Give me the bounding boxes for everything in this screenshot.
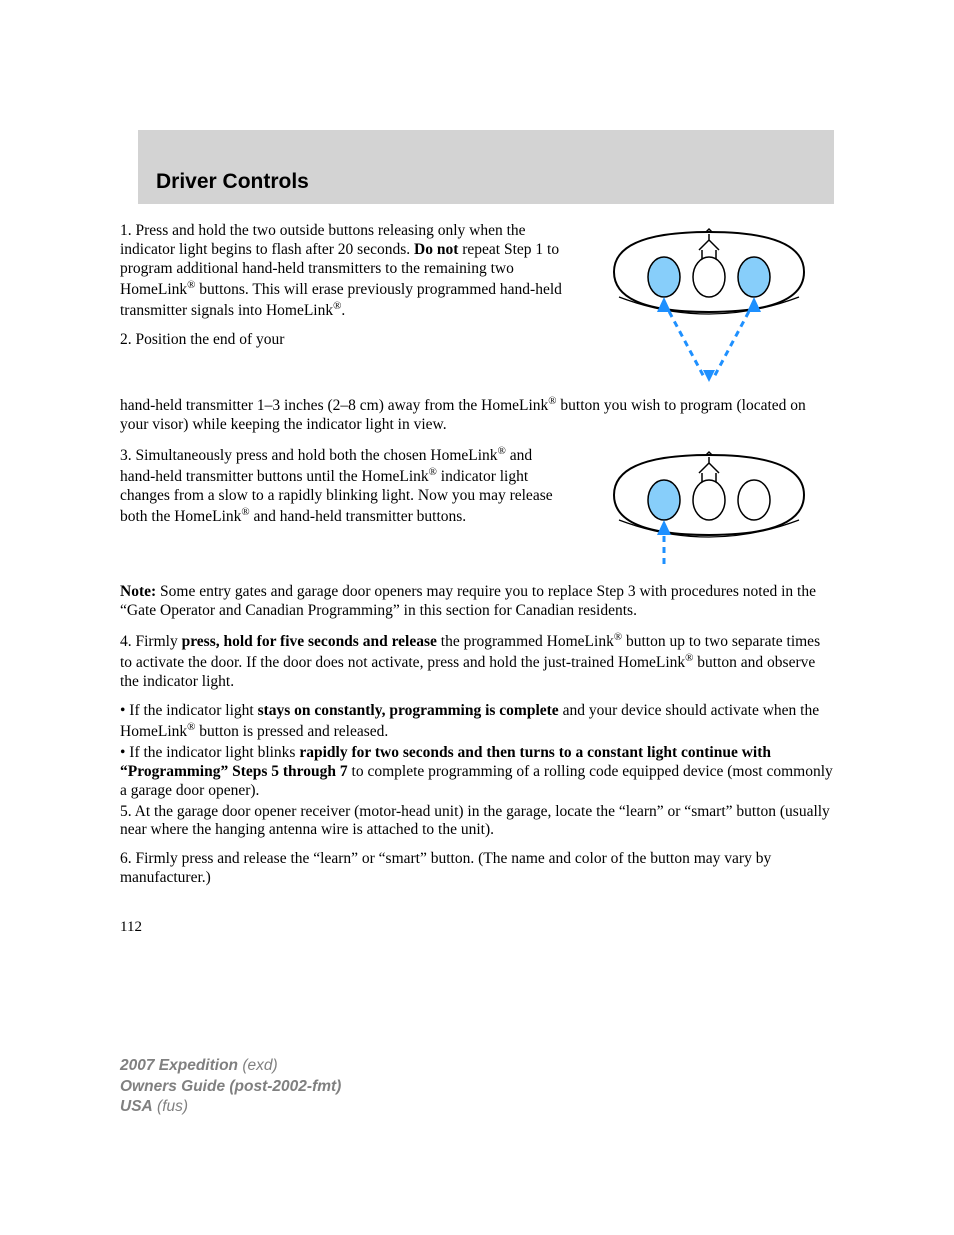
step-5: 5. At the garage door opener receiver (m… xyxy=(120,803,834,841)
bullet-1: • If the indicator light stays on consta… xyxy=(120,702,834,742)
bullet-2: • If the indicator light blinks rapidly … xyxy=(120,744,834,801)
page-number: 112 xyxy=(120,918,834,936)
step-3: 3. Simultaneously press and hold both th… xyxy=(120,445,564,527)
section-title: Driver Controls xyxy=(156,170,309,193)
homelink-diagram-two-buttons xyxy=(584,222,834,387)
step-1: 1. Press and hold the two outside button… xyxy=(120,222,564,321)
step-4: 4. Firmly press, hold for five seconds a… xyxy=(120,631,834,692)
step-2: hand-held transmitter 1–3 inches (2–8 cm… xyxy=(120,395,834,435)
section-header: Driver Controls xyxy=(138,130,834,204)
note: Note: Some entry gates and garage door o… xyxy=(120,583,834,621)
step-2-lead: 2. Position the end of your xyxy=(120,331,564,350)
homelink-diagram-one-button xyxy=(584,445,834,575)
footer: 2007 Expedition (exd) Owners Guide (post… xyxy=(120,1056,834,1116)
step-6: 6. Firmly press and release the “learn” … xyxy=(120,850,834,888)
